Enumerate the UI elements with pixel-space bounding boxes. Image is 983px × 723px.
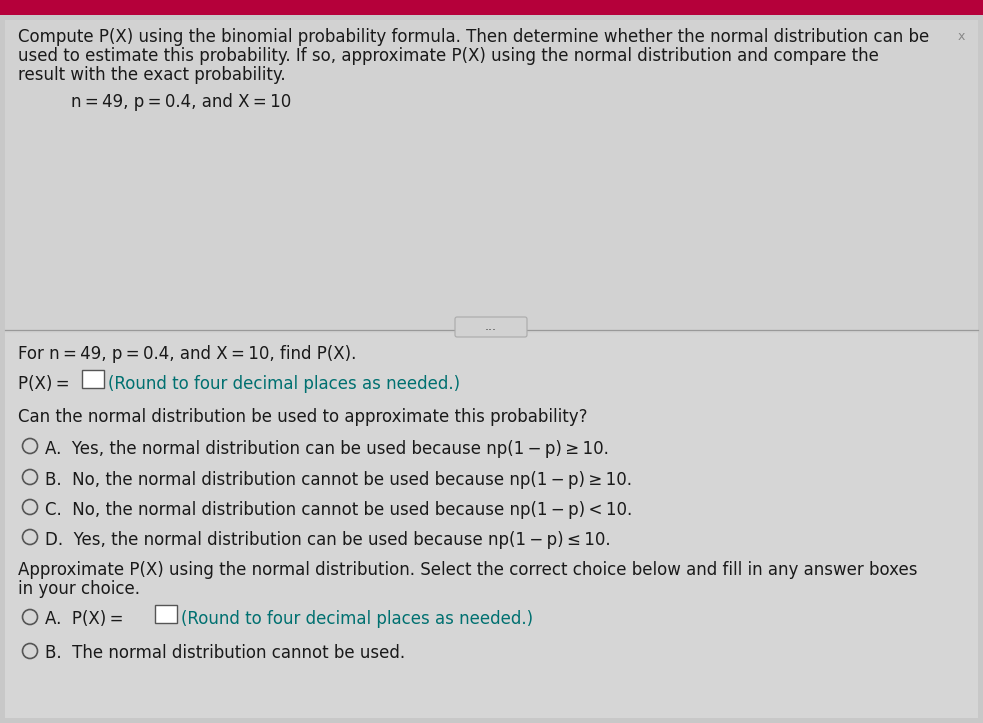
Text: B.  The normal distribution cannot be used.: B. The normal distribution cannot be use…	[45, 644, 405, 662]
Text: used to estimate this probability. If so, approximate P(X) using the normal dist: used to estimate this probability. If so…	[18, 47, 879, 65]
Text: D.  Yes, the normal distribution can be used because np(1 − p) ≤ 10.: D. Yes, the normal distribution can be u…	[45, 531, 610, 549]
Text: Can the normal distribution be used to approximate this probability?: Can the normal distribution be used to a…	[18, 408, 588, 426]
FancyBboxPatch shape	[455, 317, 527, 337]
Text: n = 49, p = 0.4, and X = 10: n = 49, p = 0.4, and X = 10	[50, 93, 291, 111]
Text: For n = 49, p = 0.4, and X = 10, find P(X).: For n = 49, p = 0.4, and X = 10, find P(…	[18, 345, 357, 363]
Text: x: x	[957, 30, 965, 43]
Text: (Round to four decimal places as needed.): (Round to four decimal places as needed.…	[181, 610, 533, 628]
FancyBboxPatch shape	[5, 333, 978, 718]
Text: Compute P(X) using the binomial probability formula. Then determine whether the : Compute P(X) using the binomial probabil…	[18, 28, 929, 46]
Text: P(X) =: P(X) =	[18, 375, 70, 393]
Text: in your choice.: in your choice.	[18, 580, 140, 598]
Text: (Round to four decimal places as needed.): (Round to four decimal places as needed.…	[108, 375, 460, 393]
Text: A.  P(X) =: A. P(X) =	[45, 610, 124, 628]
FancyBboxPatch shape	[0, 0, 983, 15]
Text: B.  No, the normal distribution cannot be used because np(1 − p) ≥ 10.: B. No, the normal distribution cannot be…	[45, 471, 632, 489]
FancyBboxPatch shape	[5, 20, 978, 333]
FancyBboxPatch shape	[82, 370, 104, 388]
Text: ...: ...	[485, 320, 497, 333]
FancyBboxPatch shape	[155, 605, 177, 623]
Text: C.  No, the normal distribution cannot be used because np(1 − p) < 10.: C. No, the normal distribution cannot be…	[45, 501, 632, 519]
Text: Approximate P(X) using the normal distribution. Select the correct choice below : Approximate P(X) using the normal distri…	[18, 561, 917, 579]
Text: A.  Yes, the normal distribution can be used because np(1 − p) ≥ 10.: A. Yes, the normal distribution can be u…	[45, 440, 608, 458]
Text: result with the exact probability.: result with the exact probability.	[18, 66, 286, 84]
